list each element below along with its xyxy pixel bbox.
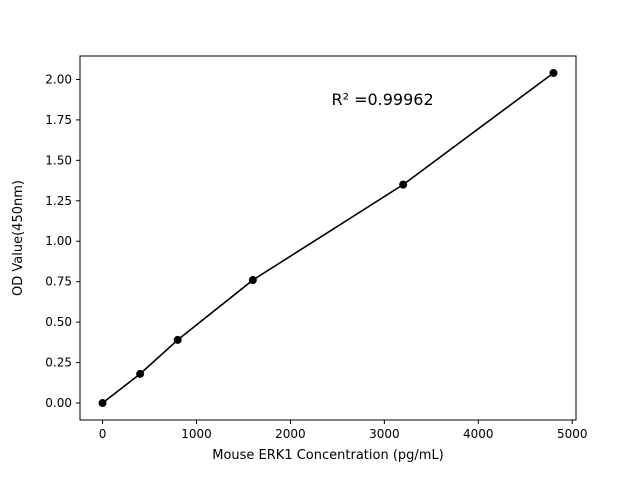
x-tick-label: 4000 bbox=[463, 427, 494, 441]
y-tick-label: 0.00 bbox=[45, 396, 72, 410]
y-tick-label: 1.75 bbox=[45, 113, 72, 127]
x-tick-label: 2000 bbox=[275, 427, 306, 441]
fit-line bbox=[102, 72, 554, 404]
data-point bbox=[136, 369, 145, 378]
x-tick-label: 3000 bbox=[369, 427, 400, 441]
data-point bbox=[173, 335, 182, 344]
x-tick-label: 1000 bbox=[181, 427, 212, 441]
data-point bbox=[98, 399, 107, 408]
y-tick-label: 0.25 bbox=[45, 356, 72, 370]
data-point bbox=[399, 180, 408, 189]
y-tick-label: 1.50 bbox=[45, 153, 72, 167]
x-tick-label: 5000 bbox=[557, 427, 588, 441]
plot-frame bbox=[79, 55, 577, 421]
data-point bbox=[549, 68, 558, 77]
x-tick-label: 0 bbox=[99, 427, 107, 441]
y-tick-label: 0.50 bbox=[45, 315, 72, 329]
r-squared-annotation: R² =0.99962 bbox=[331, 90, 433, 109]
data-point bbox=[248, 276, 257, 285]
y-tick-label: 2.00 bbox=[45, 72, 72, 86]
chart-dynamic-layer: 0 1000 2000 3000 4000 5000 0.00 0.25 0.50 0.75 1.0… bbox=[45, 55, 588, 441]
y-axis-label: OD Value(450nm) bbox=[11, 180, 26, 296]
x-axis-label: Mouse ERK1 Concentration (pg/mL) bbox=[212, 448, 444, 463]
y-tick-label: 1.25 bbox=[45, 194, 72, 208]
y-tick-label: 0.75 bbox=[45, 275, 72, 289]
y-tick-label: 1.00 bbox=[45, 234, 72, 248]
